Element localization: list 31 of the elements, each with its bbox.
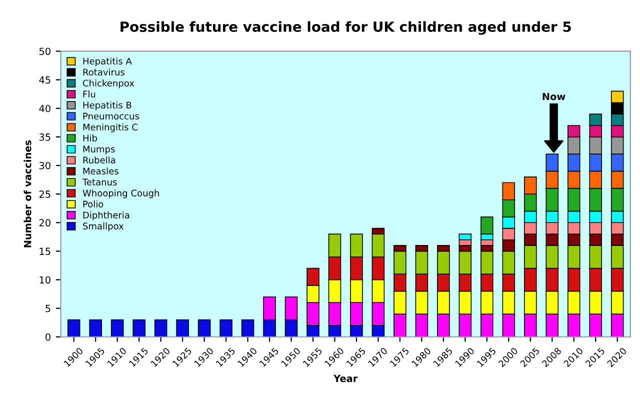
legend-label: Chickenpox bbox=[82, 80, 134, 88]
legend-label: Hepatitis B bbox=[83, 102, 132, 110]
y-tick-label: 30 bbox=[39, 162, 50, 170]
y-tick-label: 40 bbox=[39, 104, 50, 112]
legend-label: Measles bbox=[83, 167, 118, 174]
legend-label: Hepatitis A bbox=[83, 58, 132, 66]
legend-label: Rotavirus bbox=[83, 68, 124, 76]
legend-label: Tetanus bbox=[82, 178, 117, 186]
y-tick-label: 0 bbox=[46, 333, 50, 341]
legend-label: Rubella bbox=[83, 156, 116, 164]
y-tick-label: 10 bbox=[40, 276, 50, 284]
y-tick-label: 25 bbox=[39, 190, 50, 198]
legend-label: Mumps bbox=[83, 146, 115, 154]
y-tick-label: 50 bbox=[39, 48, 50, 56]
chart-title: Possible future vaccine load for UK children aged under 5 bbox=[120, 21, 571, 35]
y-tick-label: 15 bbox=[40, 248, 50, 256]
legend-label: Whooping Cough bbox=[82, 189, 159, 198]
y-axis-title: Number of vaccines bbox=[24, 140, 32, 248]
legend-label: Polio bbox=[83, 200, 104, 208]
legend-label: Smallpox bbox=[83, 222, 124, 232]
y-tick-label: 45 bbox=[39, 76, 50, 84]
y-tick-label: 35 bbox=[39, 133, 50, 141]
annotation: Now bbox=[542, 92, 566, 100]
legend-label: Diphtheria bbox=[83, 211, 130, 220]
y-tick-label: 5 bbox=[46, 304, 50, 312]
x-axis-title: Year bbox=[333, 374, 358, 382]
y-tick-label: 20 bbox=[39, 219, 50, 226]
legend-label: Flu bbox=[83, 90, 96, 98]
legend-label: Pneumoccus bbox=[83, 112, 139, 120]
legend-label: Meningitis C bbox=[83, 124, 138, 132]
legend-label: Hib bbox=[83, 134, 97, 142]
